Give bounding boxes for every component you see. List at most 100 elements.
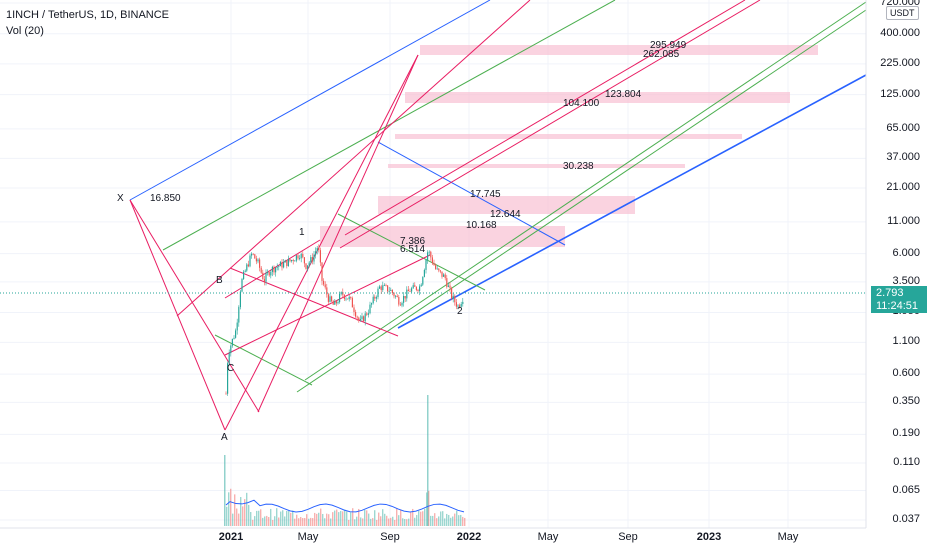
candle-body (382, 285, 384, 291)
candle-body (374, 296, 376, 299)
candle-body (340, 292, 342, 294)
price-level-label: 12.644 (490, 209, 521, 220)
candle-body (428, 251, 430, 253)
pitchfork-blue-upper (129, 0, 491, 201)
candle-body (415, 286, 417, 290)
symbol-title[interactable]: 1INCH / TetherUS, 1D, BINANCE (6, 9, 170, 21)
volume-bar (232, 513, 234, 526)
candle-body (241, 278, 243, 292)
candle-body (252, 253, 254, 255)
x-tick-label: May (537, 531, 559, 543)
volume-indicator-label[interactable]: Vol (20) (6, 25, 44, 37)
volume-bar (410, 512, 412, 526)
candle-body (443, 274, 445, 277)
y-tick-label: 6.000 (892, 246, 920, 259)
price-level-label: 6.514 (400, 244, 426, 255)
candle-body (451, 287, 453, 299)
pitchfork-red-line (176, 0, 531, 317)
candle-body (391, 289, 393, 294)
candle-body (243, 271, 245, 279)
volume-bar (402, 518, 404, 526)
candle-body (427, 252, 429, 261)
candle-body (361, 316, 363, 320)
candle-body (417, 289, 419, 292)
volume-bar (434, 513, 436, 526)
pitchfork-red-line (129, 199, 226, 431)
volume-bar (422, 511, 424, 526)
candle-body (407, 289, 409, 292)
candle-body (230, 345, 232, 354)
volume-bar (312, 518, 314, 526)
volume-bar (342, 511, 344, 526)
volume-bar (344, 509, 346, 526)
volume-bar (454, 513, 456, 526)
candle-body (246, 264, 248, 271)
candle-body (347, 298, 349, 300)
volume-bar (286, 510, 288, 526)
candle-body (435, 265, 437, 269)
y-tick-label: 400.000 (880, 26, 920, 39)
candle-body (375, 297, 377, 299)
candle-body (351, 298, 353, 308)
candle-body (268, 272, 270, 276)
currency-badge[interactable]: USDT (886, 6, 919, 20)
volume-bar (462, 516, 464, 526)
candle-body (414, 285, 416, 287)
y-tick-label: 0.037 (892, 513, 920, 525)
volume-bar (264, 516, 266, 526)
volume-bar (427, 395, 429, 526)
y-tick-label: 3.500 (892, 274, 920, 287)
candle-countdown: 11:24:51 (876, 300, 919, 312)
volume-bar (296, 514, 298, 526)
volume-bar (368, 513, 370, 526)
volume-bar (308, 518, 310, 526)
candle-body (460, 303, 462, 307)
candle-body (403, 295, 405, 303)
candle-body (420, 284, 422, 287)
candle-body (326, 287, 328, 295)
volume-bar (326, 513, 328, 526)
candle-body (233, 337, 235, 339)
candle-body (438, 268, 440, 271)
volume-bar (260, 509, 262, 526)
candle-body (387, 285, 389, 292)
volume-bar (384, 513, 386, 526)
candle-body (321, 262, 323, 281)
candle-body (366, 313, 368, 315)
candle-body (379, 286, 381, 289)
candle-body (345, 298, 347, 300)
volume-bar (394, 519, 396, 526)
pitchfork-lines[interactable] (129, 0, 867, 431)
volume-bar (274, 516, 276, 526)
candle-body (436, 268, 438, 270)
volume-bar (356, 516, 358, 526)
candle-body (419, 286, 421, 292)
fib-zones (320, 45, 818, 247)
fib-zone (395, 134, 742, 139)
candle-body (260, 267, 262, 273)
volume-bar (230, 488, 232, 526)
volume-bar (446, 513, 448, 526)
volume-bar (364, 509, 366, 526)
volume-bar (432, 515, 434, 526)
volume-bar (284, 516, 286, 526)
candle-body (329, 296, 331, 302)
pitchfork-red-line (224, 54, 419, 431)
volume-bar (248, 504, 250, 526)
volume-bar (236, 508, 238, 526)
volume-bar (370, 518, 372, 526)
volume-bar (242, 506, 244, 526)
volume-bar (448, 514, 450, 526)
volume-bar (416, 515, 418, 526)
candle-body (279, 261, 281, 267)
candle-body (335, 301, 337, 304)
pitchfork-green-line (296, 9, 867, 393)
candle-body (459, 305, 461, 307)
candle-body (300, 253, 302, 259)
candle-body (409, 291, 411, 292)
candle-body (412, 285, 414, 289)
candle-body (404, 295, 406, 299)
candle-body (462, 301, 464, 304)
volume-bar (318, 512, 320, 526)
